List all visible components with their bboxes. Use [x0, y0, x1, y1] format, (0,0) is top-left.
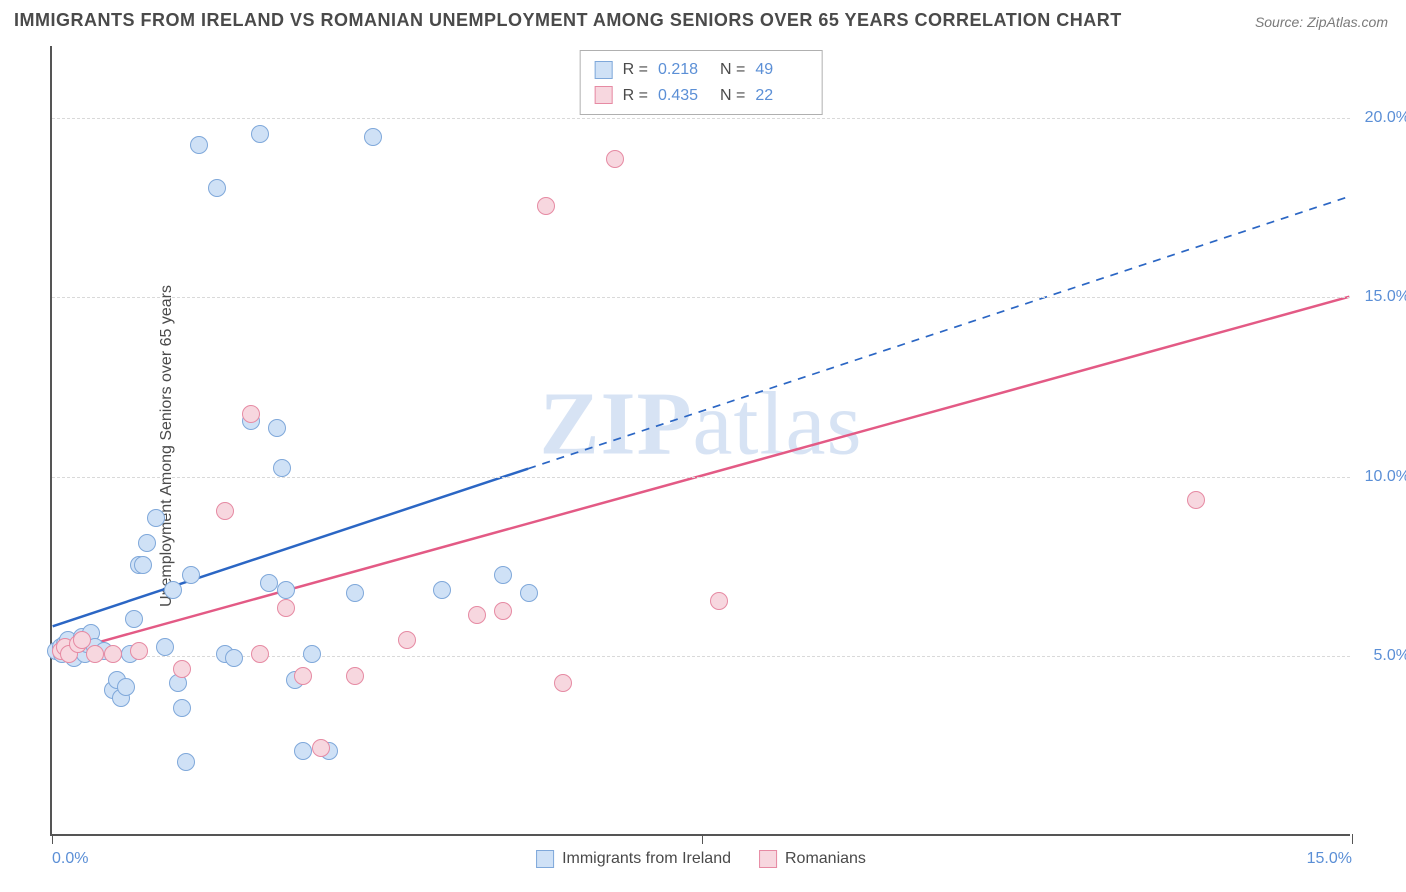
- watermark-zip: ZIP: [540, 375, 693, 474]
- series-legend: Immigrants from Ireland Romanians: [536, 850, 866, 868]
- gridline: [52, 118, 1350, 119]
- stat-r-label: R =: [623, 57, 648, 83]
- data-point: [294, 742, 312, 760]
- data-point: [173, 660, 191, 678]
- data-point: [606, 150, 624, 168]
- y-tick-label: 20.0%: [1365, 109, 1406, 127]
- x-tick-label: 0.0%: [52, 850, 88, 868]
- data-point: [494, 602, 512, 620]
- data-point: [134, 556, 152, 574]
- data-point: [164, 581, 182, 599]
- data-point: [104, 645, 122, 663]
- data-point: [468, 606, 486, 624]
- data-point: [433, 581, 451, 599]
- trend-lines: [52, 46, 1350, 834]
- data-point: [225, 649, 243, 667]
- data-point: [294, 667, 312, 685]
- data-point: [208, 179, 226, 197]
- source-attribution: Source: ZipAtlas.com: [1255, 14, 1388, 30]
- data-point: [1187, 491, 1205, 509]
- data-point: [251, 125, 269, 143]
- stat-r-value: 0.435: [658, 83, 710, 109]
- data-point: [312, 739, 330, 757]
- data-point: [346, 667, 364, 685]
- data-point: [277, 599, 295, 617]
- stats-legend-box: R = 0.218 N = 49 R = 0.435 N = 22: [580, 50, 823, 115]
- y-tick-label: 15.0%: [1365, 288, 1406, 306]
- stats-row: R = 0.435 N = 22: [595, 83, 808, 109]
- x-tick: [52, 834, 53, 844]
- x-tick: [1352, 834, 1353, 844]
- stat-r-label: R =: [623, 83, 648, 109]
- gridline: [52, 477, 1350, 478]
- data-point: [251, 645, 269, 663]
- data-point: [260, 574, 278, 592]
- data-point: [138, 534, 156, 552]
- data-point: [147, 509, 165, 527]
- data-point: [190, 136, 208, 154]
- x-tick: [702, 834, 703, 844]
- data-point: [710, 592, 728, 610]
- watermark: ZIPatlas: [540, 373, 863, 476]
- data-point: [73, 631, 91, 649]
- data-point: [554, 674, 572, 692]
- data-point: [156, 638, 174, 656]
- legend-label: Immigrants from Ireland: [562, 850, 731, 868]
- legend-swatch: [595, 61, 613, 79]
- data-point: [242, 405, 260, 423]
- stat-n-value: 22: [755, 83, 807, 109]
- data-point: [346, 584, 364, 602]
- data-point: [268, 419, 286, 437]
- stat-n-value: 49: [755, 57, 807, 83]
- x-tick-label: 15.0%: [1307, 850, 1352, 868]
- y-tick-label: 5.0%: [1374, 647, 1406, 665]
- gridline: [52, 297, 1350, 298]
- trend-line-dashed: [528, 196, 1349, 468]
- data-point: [125, 610, 143, 628]
- legend-swatch: [595, 86, 613, 104]
- data-point: [303, 645, 321, 663]
- stat-n-label: N =: [720, 57, 745, 83]
- data-point: [273, 459, 291, 477]
- y-tick-label: 10.0%: [1365, 468, 1406, 486]
- stat-n-label: N =: [720, 83, 745, 109]
- data-point: [494, 566, 512, 584]
- stat-r-value: 0.218: [658, 57, 710, 83]
- data-point: [173, 699, 191, 717]
- data-point: [130, 642, 148, 660]
- legend-swatch: [536, 850, 554, 868]
- data-point: [86, 645, 104, 663]
- data-point: [117, 678, 135, 696]
- data-point: [398, 631, 416, 649]
- data-point: [177, 753, 195, 771]
- legend-item: Immigrants from Ireland: [536, 850, 731, 868]
- gridline: [52, 656, 1350, 657]
- trend-line-solid: [53, 297, 1350, 655]
- plot-area: ZIPatlas R =0.218N =49R =0.435N =22 Immi…: [50, 46, 1350, 836]
- stats-row: R = 0.218 N = 49: [595, 57, 808, 83]
- data-point: [277, 581, 295, 599]
- chart-title: IMMIGRANTS FROM IRELAND VS ROMANIAN UNEM…: [14, 10, 1122, 31]
- data-point: [537, 197, 555, 215]
- legend-label: Romanians: [785, 850, 866, 868]
- data-point: [182, 566, 200, 584]
- watermark-atlas: atlas: [693, 375, 863, 474]
- data-point: [520, 584, 538, 602]
- data-point: [364, 128, 382, 146]
- legend-swatch: [759, 850, 777, 868]
- legend-item: Romanians: [759, 850, 866, 868]
- data-point: [216, 502, 234, 520]
